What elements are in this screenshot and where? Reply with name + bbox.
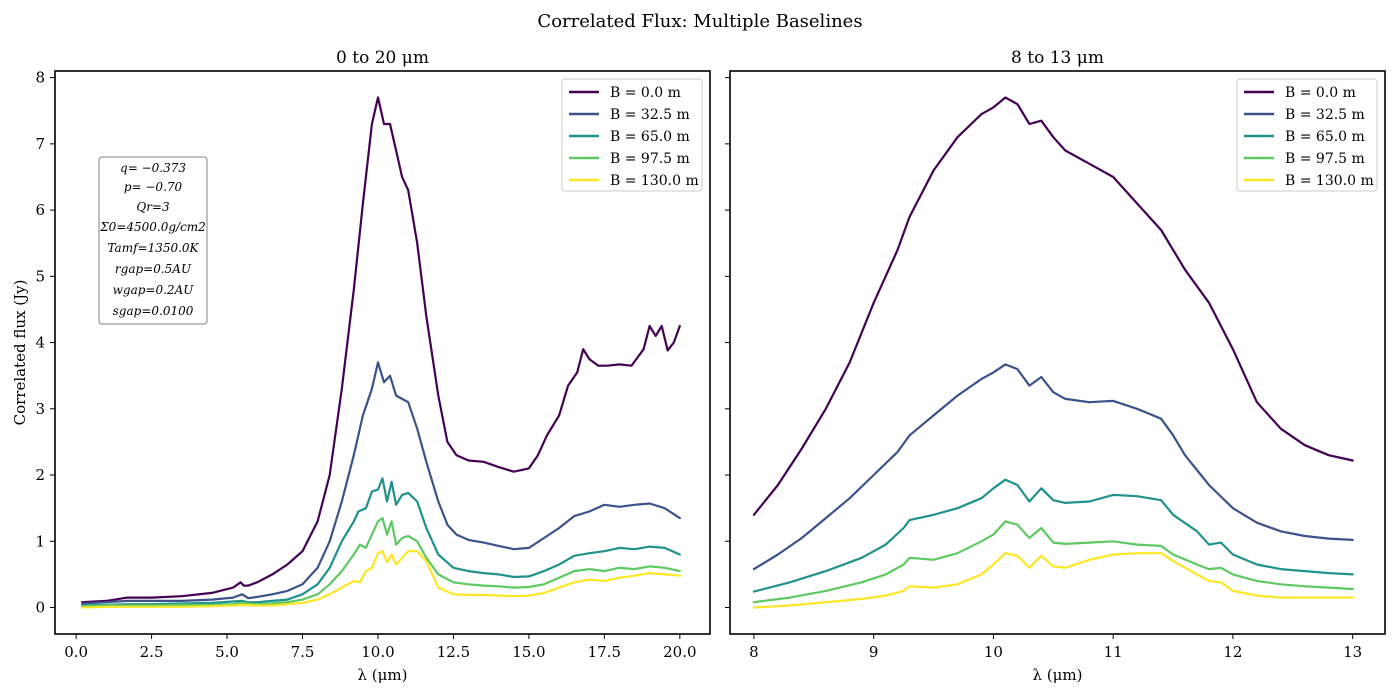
axes-frame [729, 70, 1386, 635]
legend: B = 0.0 m B = 32.5 m B = 65.0 m B = 97.5 m B… [1236, 78, 1378, 192]
x-tick-label: 5.0 [215, 643, 239, 661]
x-tick-label: 12 [1223, 643, 1242, 661]
y-tick-label: 0 [35, 599, 45, 617]
parameter-box: q= −0.373 p= −0.70 Qr=3 Σ0=4500.0g/cm2 T… [98, 156, 208, 325]
series-line-2 [752, 478, 1354, 593]
series-line-0 [81, 96, 681, 604]
y-tick-label: 5 [35, 267, 45, 285]
x-tick-label: 10 [984, 643, 1003, 661]
legend-label: B = 97.5 m [1285, 151, 1365, 167]
param-tamf: Tamf=1350.0K [107, 241, 199, 255]
legend-label: B = 32.5 m [1285, 107, 1365, 123]
x-tick-label: 8 [749, 643, 759, 661]
y-tick-label: 6 [35, 201, 45, 219]
legend-label: B = 0.0 m [610, 85, 681, 101]
param-rgap: rgap=0.5AU [115, 262, 192, 276]
x-tick-label: 11 [1104, 643, 1123, 661]
series-line-1 [81, 361, 681, 605]
series-line-2 [81, 477, 681, 607]
x-tick-label: 17.5 [588, 643, 621, 661]
x-tick-label: 9 [869, 643, 879, 661]
x-tick-label: 20.0 [663, 643, 696, 661]
series-line-3 [752, 520, 1354, 604]
y-tick-label: 2 [35, 466, 45, 484]
x-tick-label: 13 [1343, 643, 1362, 661]
y-tick-label: 1 [35, 532, 45, 550]
series-line-3 [81, 517, 681, 608]
legend-label: B = 32.5 m [610, 107, 690, 123]
x-tick-label: 15.0 [512, 643, 545, 661]
legend-label: B = 130.0 m [610, 173, 699, 189]
x-axis-label: λ (μm) [358, 666, 408, 684]
series-line-1 [752, 363, 1354, 571]
x-axis-label: λ (μm) [1033, 666, 1083, 684]
legend-frame [1236, 78, 1378, 192]
param-q: q= −0.373 [120, 161, 186, 175]
param-qr: Qr=3 [136, 200, 170, 214]
x-tick-label: 10.0 [361, 643, 394, 661]
figure-title: Correlated Flux: Multiple Baselines [537, 11, 862, 32]
legend-label: B = 0.0 m [1285, 85, 1356, 101]
param-p: p= −0.70 [124, 180, 183, 194]
legend-label: B = 65.0 m [1285, 129, 1365, 145]
param-sigma0: Σ0=4500.0g/cm2 [99, 220, 206, 234]
series-line-4 [81, 550, 681, 609]
legend-label: B = 65.0 m [610, 129, 690, 145]
param-wgap: wgap=0.2AU [113, 283, 195, 297]
x-tick-label: 7.5 [291, 643, 315, 661]
y-axis-label: Correlated flux (Jy) [11, 280, 29, 426]
axes-frame [54, 70, 711, 635]
param-sgap: sgap=0.0100 [113, 304, 194, 318]
legend: B = 0.0 m B = 32.5 m B = 65.0 m B = 97.5 m B… [561, 78, 703, 192]
x-tick-label: 0.0 [64, 643, 88, 661]
legend-frame [561, 78, 703, 192]
series-line-4 [752, 552, 1354, 609]
parameter-box-frame [98, 156, 208, 325]
x-tick-label: 2.5 [140, 643, 164, 661]
y-tick-label: 7 [35, 135, 45, 153]
x-tick-label: 12.5 [437, 643, 470, 661]
legend-label: B = 97.5 m [610, 151, 690, 167]
right-panel: 8 9 10 11 12 13 8 to 13 μm λ (μm) B = 0.0 m B = 3… [725, 48, 1386, 684]
y-tick-label: 4 [35, 334, 45, 352]
panel-title: 8 to 13 μm [1011, 48, 1104, 68]
y-tick-label: 3 [35, 400, 45, 418]
panel-title: 0 to 20 μm [336, 48, 429, 68]
left-panel: 0.0 2.5 5.0 7.5 10.0 12.5 15.0 17.5 20.0 0 1 2 3 4 5 6 7… [11, 48, 711, 684]
series-line-0 [752, 96, 1354, 516]
y-tick-label: 8 [35, 69, 45, 87]
legend-label: B = 130.0 m [1285, 173, 1374, 189]
